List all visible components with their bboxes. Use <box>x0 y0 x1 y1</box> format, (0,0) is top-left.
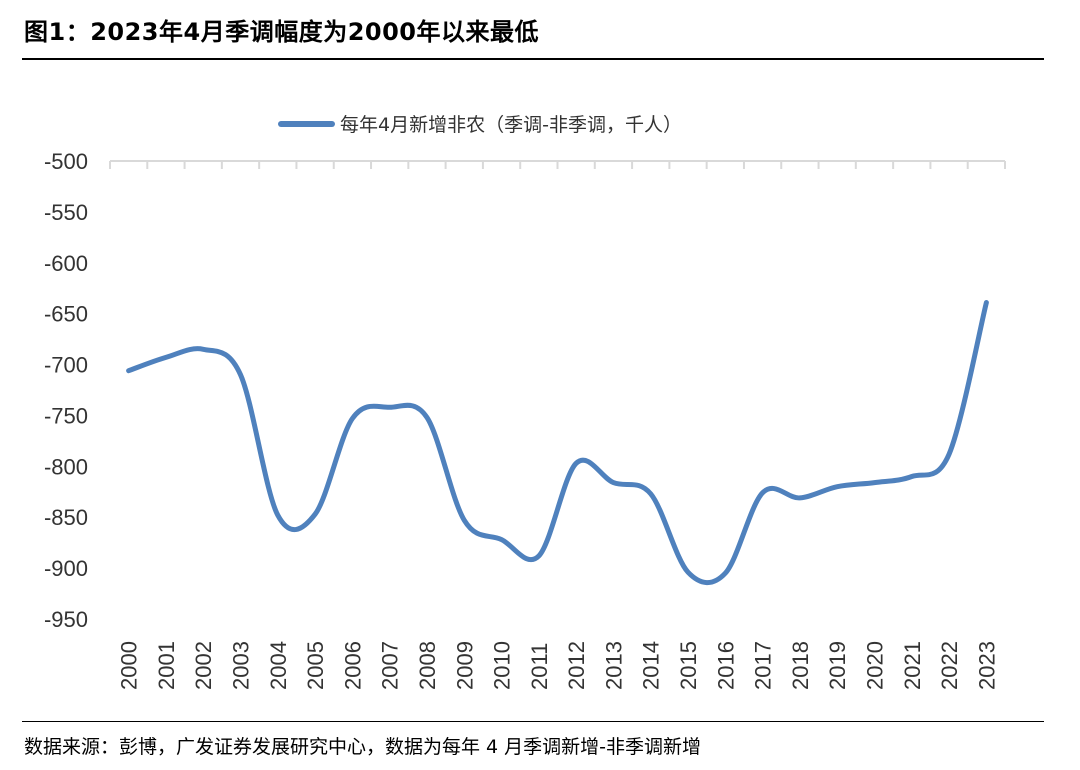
x-tick-label: 2019 <box>825 641 850 690</box>
x-tick-label: 2003 <box>229 641 254 690</box>
x-tick-label: 2015 <box>676 641 701 690</box>
y-tick-label: -500 <box>44 149 88 174</box>
data-point <box>499 537 505 543</box>
x-tick-label: 2000 <box>117 641 142 690</box>
data-point <box>685 569 691 575</box>
x-tick-label: 2013 <box>601 641 626 690</box>
data-point <box>536 553 542 559</box>
y-tick-label: -550 <box>44 200 88 225</box>
data-point <box>983 300 989 306</box>
data-point <box>909 474 915 480</box>
data-point <box>610 480 616 486</box>
x-tick-label: 2023 <box>974 641 999 690</box>
data-point <box>163 354 169 360</box>
data-point <box>834 484 840 490</box>
x-tick-label: 2018 <box>788 641 813 690</box>
x-axis: 2000 2001 2002 2003 2004 2005 2006 2007 2008 2009… <box>109 160 1006 690</box>
x-tick-label: 2021 <box>900 641 925 690</box>
x-tick-label: 2017 <box>751 641 776 690</box>
legend-label: 每年4月新增非农（季调-非季调，千人） <box>340 114 682 136</box>
data-point <box>946 451 952 457</box>
y-tick-label: -700 <box>44 353 88 378</box>
data-point <box>275 512 281 518</box>
x-tick-label: 2006 <box>340 641 365 690</box>
data-point <box>126 368 132 374</box>
y-tick-label: -950 <box>44 607 88 632</box>
x-tick-label: 2014 <box>639 641 664 690</box>
figure-title: 图1：2023年4月季调幅度为2000年以来最低 <box>24 18 539 46</box>
data-point <box>200 346 206 352</box>
data-point <box>312 511 318 517</box>
series-line <box>126 300 989 586</box>
data-point <box>648 491 654 497</box>
x-tick-label: 2002 <box>191 641 216 690</box>
data-point <box>573 460 579 466</box>
y-tick-label: -750 <box>44 403 88 428</box>
y-tick-label: -900 <box>44 556 88 581</box>
x-tick-label: 2004 <box>266 641 291 690</box>
x-tick-label: 2009 <box>452 641 477 690</box>
x-tick-label: 2016 <box>713 641 738 690</box>
x-tick-label: 2005 <box>303 641 328 690</box>
x-tick-label: 2008 <box>415 641 440 690</box>
y-tick-label: -850 <box>44 505 88 530</box>
data-point <box>424 415 430 421</box>
data-point <box>722 570 728 576</box>
x-tick-label: 2001 <box>154 641 179 690</box>
data-point <box>760 490 766 496</box>
data-point <box>238 372 244 378</box>
x-tick-label: 2010 <box>490 641 515 690</box>
data-point <box>872 480 878 486</box>
x-tick-label: 2022 <box>937 641 962 690</box>
source-note: 数据来源：彭博，广发证券发展研究中心，数据为每年 4 月季调新增-非季调新增 <box>24 736 702 758</box>
data-point <box>797 495 803 501</box>
y-tick-label: -800 <box>44 454 88 479</box>
data-point <box>387 404 393 410</box>
x-tick-label: 2011 <box>527 643 552 690</box>
plot-area <box>126 300 989 586</box>
x-tick-label: 2007 <box>378 641 403 690</box>
data-point <box>349 416 355 422</box>
chart-legend: 每年4月新增非农（季调-非季调，千人） <box>278 114 682 136</box>
y-tick-label: -650 <box>44 302 88 327</box>
data-point <box>461 517 467 523</box>
x-tick-label: 2020 <box>862 641 887 690</box>
y-tick-label: -600 <box>44 251 88 276</box>
y-axis: -500 -550 -600 -650 -700 -750 -800 -850 -900 -950 <box>44 149 88 632</box>
title-rule <box>22 58 1044 60</box>
source-rule <box>22 721 1044 722</box>
x-tick-label: 2012 <box>564 641 589 690</box>
